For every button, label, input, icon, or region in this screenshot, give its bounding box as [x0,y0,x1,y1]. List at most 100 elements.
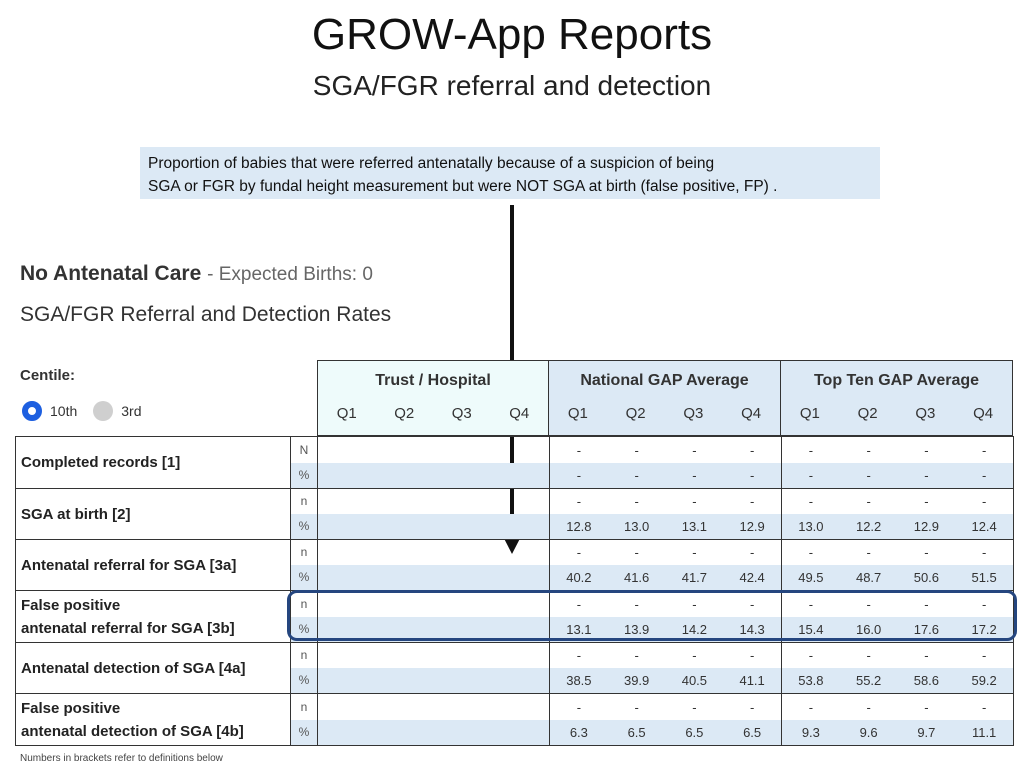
value-cell: - [749,467,755,483]
centile-label: Centile: [20,367,76,384]
row-label-line: SGA at birth [2] [21,505,131,523]
footnote: Numbers in brackets refer to definitions… [20,753,223,764]
percent-subrow: 12.8 13.0 13.1 12.9 [550,514,781,539]
value-cell: 50.6 [913,570,940,585]
pct-flag: % [291,668,317,693]
value-cell: - [866,442,871,458]
value-cell: 9.7 [917,724,936,740]
value-cell: - [924,699,929,715]
value-cell: 14.2 [681,621,708,637]
count-subrow [318,540,549,565]
row-label: False positive antenatal detection of SGA… [15,693,291,746]
value-cell: - [924,442,929,458]
value-cell: 58.6 [913,673,940,688]
centile-10th-radio[interactable] [22,401,42,421]
quarter-header: Q4 [973,405,994,422]
count-subrow: ---- [550,438,781,463]
national-cell: - - - - - - - - [549,436,782,489]
value-cell: - [576,442,582,458]
value-cell: - [692,648,697,663]
percent-subrow: ---- [550,462,781,488]
row-label: Antenatal detection of SGA [4a] [15,642,291,694]
value-cell: 55.2 [855,673,882,688]
value-cell: 6.5 [743,724,762,740]
trust-cell [317,590,550,643]
value-cell: - [924,494,929,509]
value-cell: - [576,648,582,663]
value-cell: 41.1 [739,673,765,688]
national-gap-header: National GAP Average Q1 Q2 Q3 Q4 [548,360,781,436]
value-cell: 6.3 [569,724,588,740]
value-cell: 51.5 [971,570,997,585]
national-cell: - - - - 6.3 6.5 6.5 6.5 [549,693,782,746]
value-cell: - [808,699,814,715]
quarter-header: Q3 [683,405,704,422]
quarter-header: Q2 [394,405,415,422]
value-cell: 6.5 [627,724,646,740]
row-unit-flags: n% [290,693,318,746]
value-cell: - [576,596,582,612]
percent-subrow [318,668,549,693]
n-flag: n [300,494,308,508]
quarter-header: Q1 [336,405,357,422]
value-cell: 9.3 [801,724,820,740]
value-cell: - [808,467,814,483]
table-row: Antenatal referral for SGA [3a] n% - - - - 40.… [15,539,1014,591]
top-ten-cell: - - - - 9.3 9.6 9.7 11.1 [781,693,1014,746]
table-row: False positive antenatal detection of SGA… [15,693,1014,746]
value-cell: - [576,699,582,715]
value-cell: - [634,494,639,509]
table-row: Antenatal detection of SGA [4a] n% - - - - 38.… [15,642,1014,694]
value-cell: - [576,467,582,483]
value-cell: 9.6 [859,724,878,740]
value-cell: 13.9 [623,621,650,637]
group-header-label: Top Ten GAP Average [813,372,980,389]
value-cell: 11.1 [971,724,997,740]
national-cell: - - - - 12.8 13.0 13.1 12.9 [549,488,782,540]
unit-heading: No Antenatal Care - Expected Births: 0 [20,262,373,286]
value-cell: - [981,545,987,560]
value-cell: - [808,545,814,560]
value-cell: - [866,596,871,612]
value-cell: 13.1 [566,621,592,637]
n-flag: n [300,648,308,662]
top-ten-cell: - - - - 15.4 16.0 17.6 17.2 [781,590,1014,643]
row-unit-flags: n% [290,488,318,540]
value-cell: - [749,494,755,509]
value-cell: - [924,467,929,483]
value-cell: - [924,545,929,560]
centile-option-label: 10th [50,403,78,419]
value-cell: - [749,699,755,715]
count-subrow [318,695,549,720]
quarter-header: Q2 [857,405,878,422]
section-title: SGA/FGR Referral and Detection Rates [20,303,392,326]
percent-subrow: 53.8 55.2 58.6 59.2 [782,668,1013,693]
expected-births: - Expected Births: 0 [207,264,373,285]
trust-cell [317,436,550,489]
count-subrow: ---- [550,643,781,668]
row-label: SGA at birth [2] [15,488,291,540]
count-subrow: ---- [782,592,1013,617]
quarter-header: Q3 [451,405,472,422]
trust-cell [317,488,550,540]
percent-subrow [318,565,549,590]
value-cell: - [981,442,987,458]
callout-line: Proportion of babies that were referred … [148,155,715,172]
quarter-header: Q4 [509,405,530,422]
trust-cell [317,539,550,591]
value-cell: - [808,648,814,663]
row-label-line: Antenatal referral for SGA [3a] [21,556,237,574]
group-header-label: National GAP Average [580,372,749,389]
trust-hospital-header: Trust / Hospital Q1 Q2 Q3 Q4 [317,360,549,436]
value-cell: - [692,467,697,483]
value-cell: 12.9 [913,519,940,534]
percent-subrow: 38.5 39.9 40.5 41.1 [550,668,781,693]
n-flag: n [300,699,308,714]
value-cell: 13.0 [798,519,824,534]
n-flag: n [300,596,308,611]
percent-subrow: 6.3 6.5 6.5 6.5 [550,719,781,745]
count-subrow: ---- [782,540,1013,565]
callout-line: SGA or FGR by fundal height measurement … [148,178,778,195]
centile-3rd-radio[interactable] [93,401,114,421]
value-cell: - [924,648,929,663]
